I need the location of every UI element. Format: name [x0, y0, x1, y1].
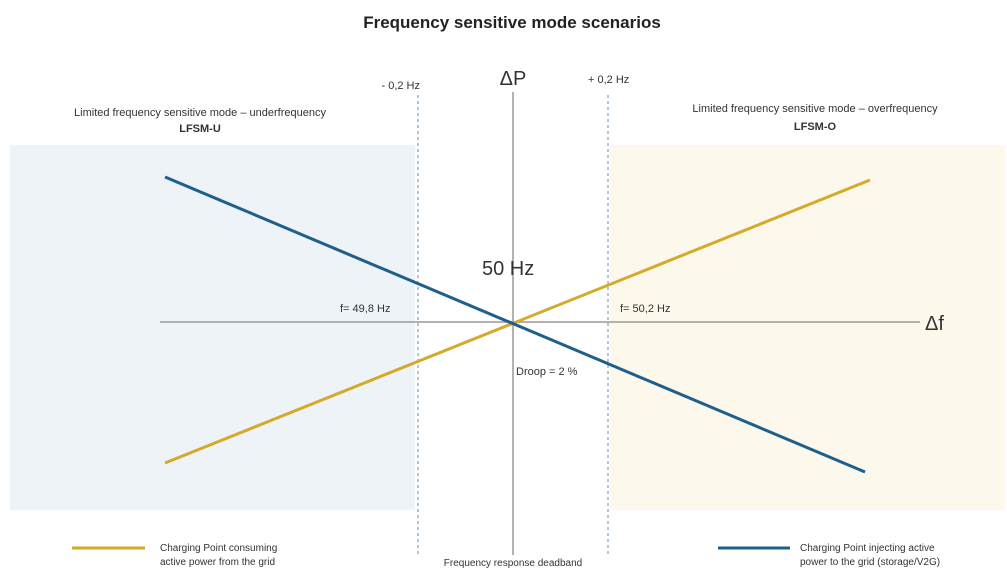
- underfrequency-region: [10, 145, 415, 510]
- overfrequency-region: [610, 145, 1005, 510]
- legend-text: active power from the grid: [160, 557, 275, 568]
- annotation: f= 49,8 Hz: [340, 303, 390, 315]
- region-description: Limited frequency sensitive mode – overf…: [692, 103, 938, 115]
- deadband-minus: - 0,2 Hz: [381, 80, 420, 92]
- center-label: 50 Hz: [482, 258, 534, 280]
- title: Frequency sensitive mode scenarios: [363, 13, 661, 32]
- annotation: Droop = 2 %: [516, 366, 578, 378]
- injecting-line: [164, 175, 866, 474]
- vertical-axis-label: ΔP: [500, 68, 527, 90]
- annotation: f= 50,2 Hz: [620, 303, 670, 315]
- horizontal-axis-label: Δf: [925, 313, 944, 335]
- region-code: LFSM-O: [794, 121, 837, 133]
- legend-text: Charging Point injecting active: [800, 543, 935, 554]
- legend-text: power to the grid (storage/V2G): [800, 557, 940, 568]
- region-description: Limited frequency sensitive mode – under…: [74, 107, 326, 119]
- consuming-line: [164, 178, 871, 465]
- deadband-label: Frequency response deadband: [444, 558, 582, 569]
- deadband-plus: + 0,2 Hz: [588, 74, 629, 86]
- region-code: LFSM-U: [179, 123, 221, 135]
- legend-text: Charging Point consuming: [160, 543, 277, 554]
